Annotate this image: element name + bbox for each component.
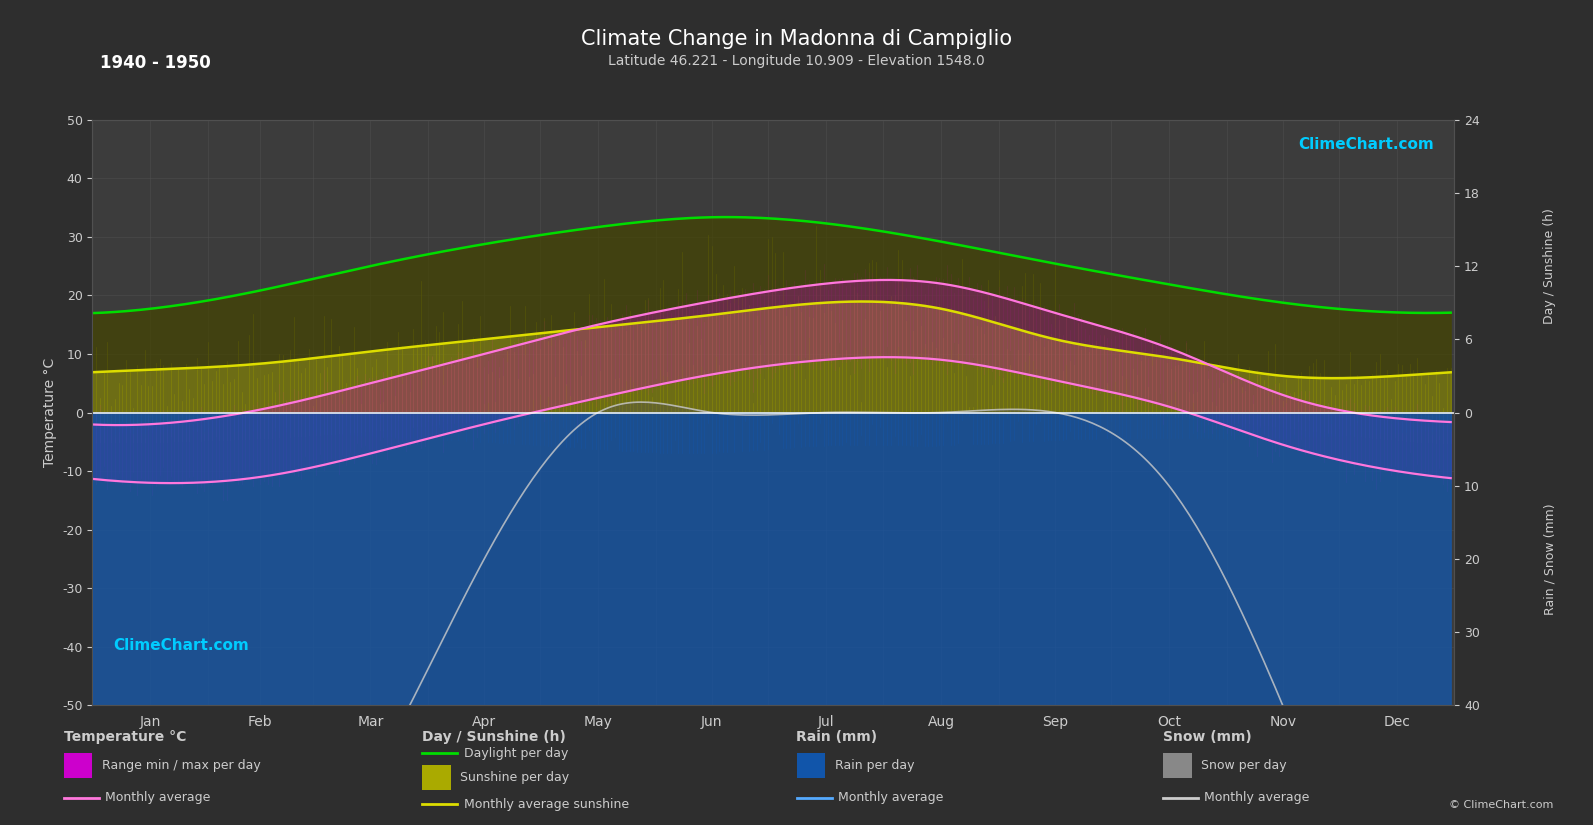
- Text: ClimeChart.com: ClimeChart.com: [113, 638, 249, 653]
- Text: 1940 - 1950: 1940 - 1950: [100, 54, 212, 72]
- Text: Snow per day: Snow per day: [1201, 759, 1287, 772]
- Text: Range min / max per day: Range min / max per day: [102, 759, 261, 772]
- Text: Rain / Snow (mm): Rain / Snow (mm): [1544, 503, 1556, 615]
- Text: ClimeChart.com: ClimeChart.com: [1298, 137, 1434, 152]
- Text: Climate Change in Madonna di Campiglio: Climate Change in Madonna di Campiglio: [581, 29, 1012, 49]
- Text: Latitude 46.221 - Longitude 10.909 - Elevation 1548.0: Latitude 46.221 - Longitude 10.909 - Ele…: [609, 54, 984, 68]
- Text: © ClimeChart.com: © ClimeChart.com: [1448, 800, 1553, 810]
- Text: Snow (mm): Snow (mm): [1163, 730, 1252, 744]
- Text: Sunshine per day: Sunshine per day: [460, 771, 570, 784]
- Text: Monthly average sunshine: Monthly average sunshine: [464, 798, 629, 811]
- Text: Monthly average: Monthly average: [105, 791, 210, 804]
- Text: Daylight per day: Daylight per day: [464, 747, 569, 760]
- Y-axis label: Temperature °C: Temperature °C: [43, 358, 57, 467]
- Text: Day / Sunshine (h): Day / Sunshine (h): [1544, 208, 1556, 324]
- Text: Rain per day: Rain per day: [835, 759, 914, 772]
- Text: Temperature °C: Temperature °C: [64, 730, 186, 744]
- Text: Monthly average: Monthly average: [1204, 791, 1309, 804]
- Text: Monthly average: Monthly average: [838, 791, 943, 804]
- Text: Rain (mm): Rain (mm): [796, 730, 878, 744]
- Text: Day / Sunshine (h): Day / Sunshine (h): [422, 730, 566, 744]
